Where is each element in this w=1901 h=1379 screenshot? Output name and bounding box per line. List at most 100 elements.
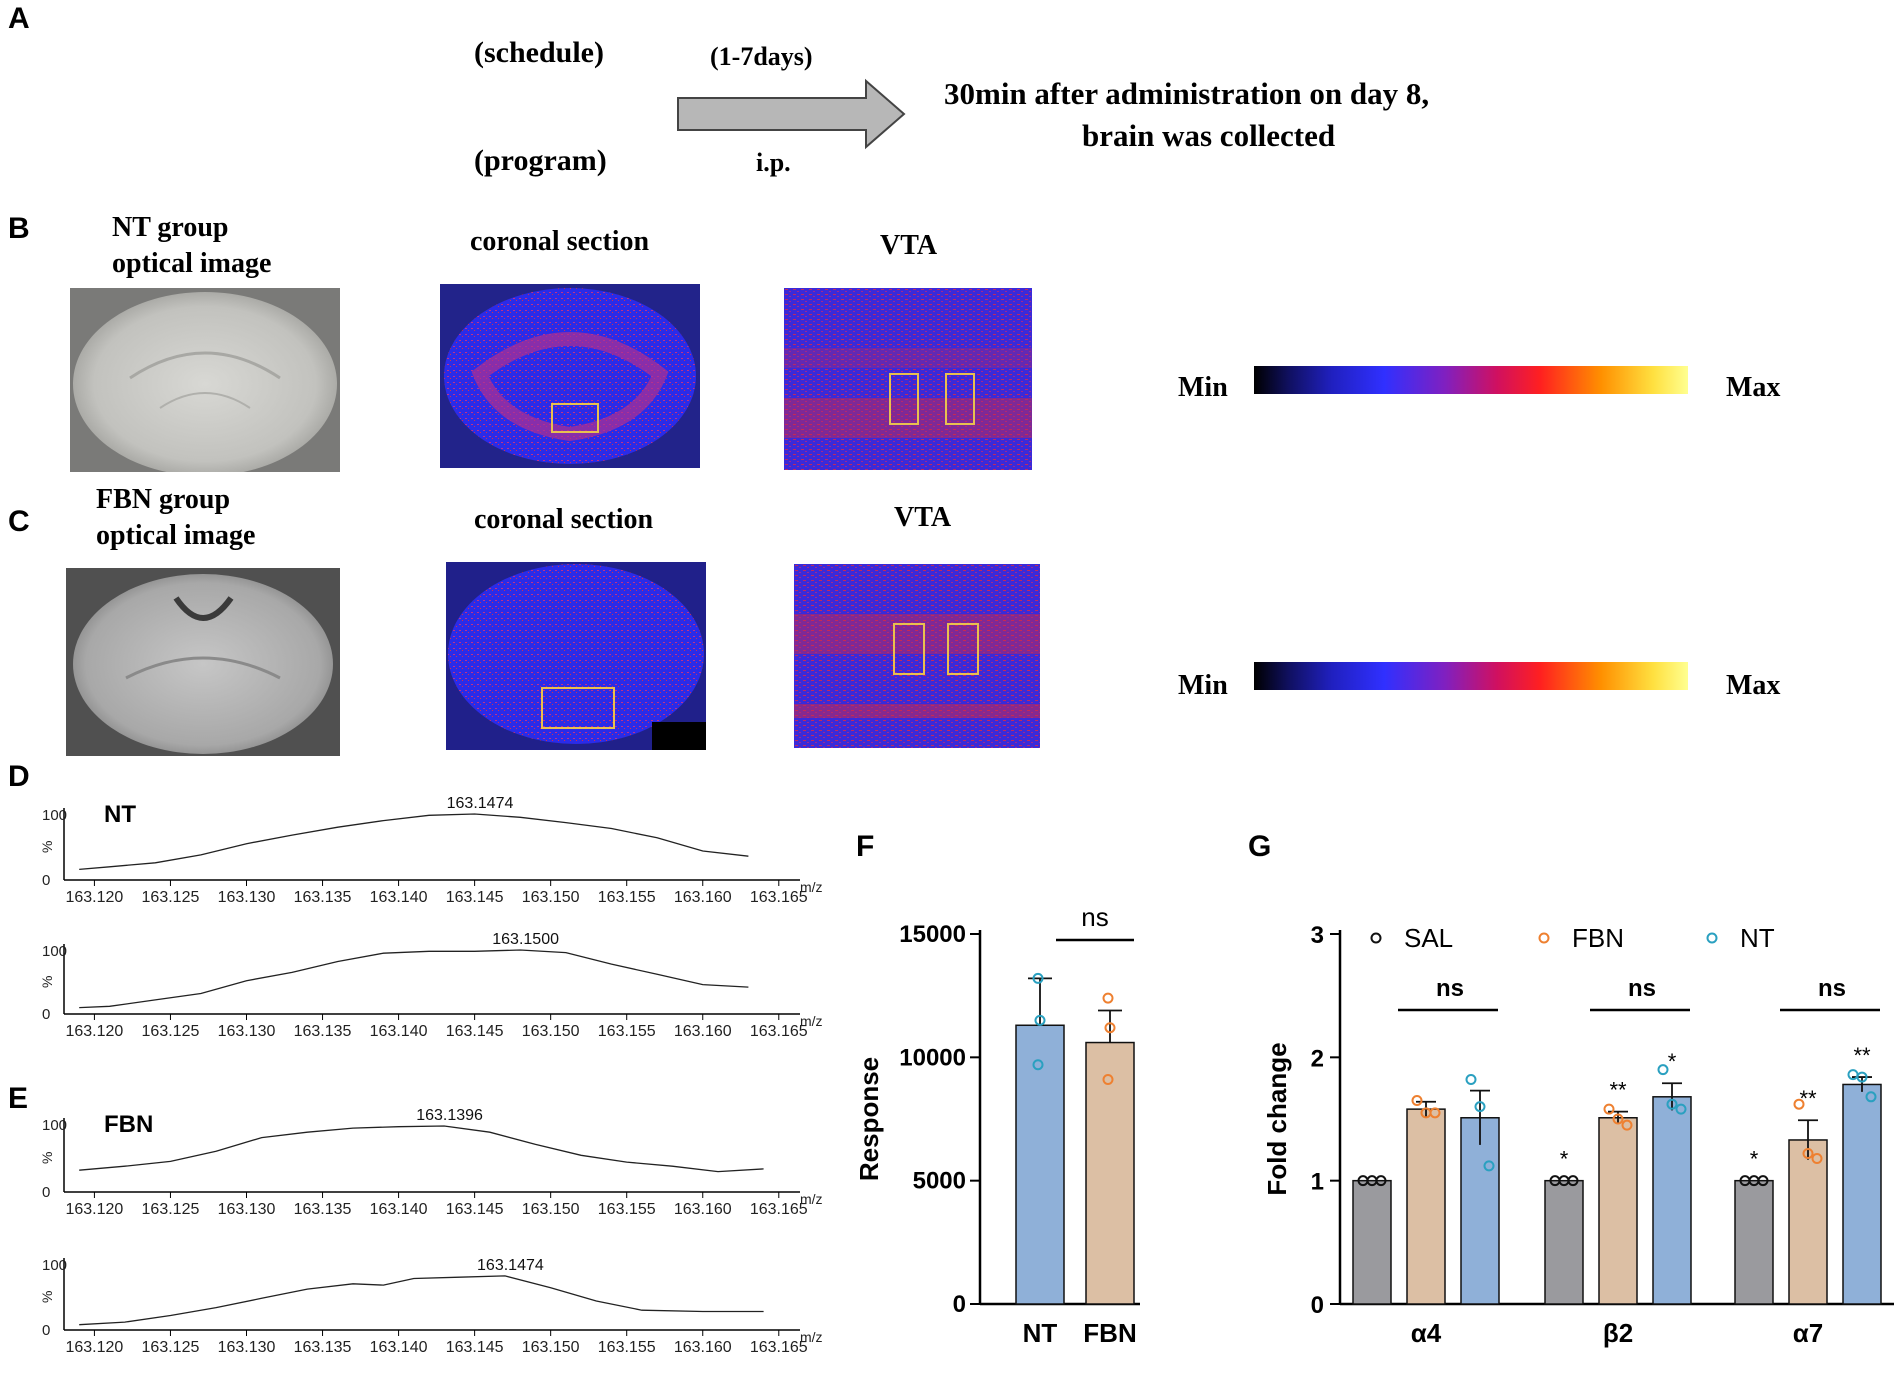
g-legend-marker — [1538, 932, 1550, 944]
duration-label: (1-7days) — [710, 42, 813, 71]
panel-letter-g: G — [1248, 830, 1272, 863]
spectrum-x-tick-label: 163.150 — [522, 1023, 580, 1040]
fbn-coronal-heatmap — [446, 562, 706, 750]
g-bar-fbn — [1406, 1108, 1446, 1305]
f-y-tick-label: 10000 — [899, 1044, 966, 1071]
spectrum-x-tick-label: 163.140 — [370, 889, 428, 906]
spectrum-x-unit-label: m/z — [800, 1329, 823, 1345]
g-category-label: β2 — [1603, 1318, 1633, 1348]
f-category-label: NT — [1023, 1318, 1058, 1348]
spectrum-x-unit-label: m/z — [800, 1013, 823, 1029]
g-bar-nt — [1460, 1117, 1500, 1305]
g-bar-sal — [1352, 1179, 1392, 1305]
spectrum-x-tick-label: 163.135 — [294, 889, 352, 906]
spectrum-x-tick-label: 163.120 — [65, 1023, 123, 1040]
spectrum-x-tick-label: 163.130 — [218, 1339, 276, 1356]
spectrum-y-axis-label: % — [39, 841, 55, 853]
nt-optical-title-2: optical image — [112, 248, 272, 279]
g-bar-fbn — [1598, 1117, 1638, 1305]
g-significance-star: * — [1560, 1147, 1569, 1172]
spectrum-x-tick-label: 163.150 — [522, 1339, 580, 1356]
spectrum-y-bottom-label: 0 — [42, 1006, 50, 1023]
spectrum-x-tick-label: 163.125 — [142, 1023, 200, 1040]
nt-vta-heatmap — [784, 288, 1032, 470]
nt-optical-image — [70, 288, 340, 472]
spectrum-x-tick-label: 163.165 — [750, 889, 808, 906]
spectrum-y-top-label: 100 — [42, 1257, 67, 1274]
g-data-point — [1793, 1098, 1805, 1110]
g-legend-marker — [1706, 932, 1718, 944]
f-data-point — [1034, 1014, 1046, 1026]
spectrum-x-tick-label: 163.125 — [142, 1201, 200, 1218]
g-bar-sal — [1544, 1179, 1584, 1305]
spectrum-e-fbn-1: 100 0% 163.120 163.125 163.130 163.135 163.140… — [39, 1107, 823, 1218]
g-data-point — [1375, 1175, 1387, 1187]
g-data-point — [1429, 1107, 1441, 1119]
spectrum-x-tick-label: 163.155 — [598, 889, 656, 906]
g-data-point — [1802, 1148, 1814, 1160]
fbn-vta-roi-left — [893, 623, 925, 675]
f-data-point — [1102, 1074, 1114, 1086]
fbn-optical-title-1: FBN group — [96, 484, 231, 515]
spectrum-group-label: NT — [104, 801, 136, 828]
g-bar-fbn — [1788, 1139, 1828, 1305]
program-label: (program) — [474, 144, 607, 177]
nt-coronal-heatmap — [440, 284, 700, 468]
chart-f-response: 0 5000 10000 15000 Response NT FBN ns — [854, 902, 1140, 1348]
g-data-point — [1675, 1103, 1687, 1115]
g-bar-nt — [1842, 1083, 1882, 1305]
nt-vta-title: VTA — [880, 230, 938, 261]
panel-letter-b: B — [8, 212, 30, 245]
g-significance-star: ** — [1799, 1086, 1817, 1111]
spectrum-x-tick-label: 163.120 — [65, 889, 123, 906]
spectrum-x-tick-label: 163.145 — [446, 1201, 504, 1218]
spectrum-x-tick-label: 163.120 — [65, 1201, 123, 1218]
spectrum-y-axis-label: % — [39, 1291, 55, 1303]
spectrum-e-fbn-2: 100 0% 163.120 163.125 163.130 163.135 163.140… — [39, 1257, 823, 1356]
nt-colorbar — [1254, 366, 1688, 394]
spectrum-x-tick-label: 163.140 — [370, 1023, 428, 1040]
g-group-significance-label: ns — [1436, 975, 1464, 1002]
f-data-point — [1102, 992, 1114, 1004]
fbn-vta-heatmap — [794, 564, 1040, 748]
timeline-arrow — [677, 78, 906, 150]
spectrum-x-tick-label: 163.135 — [294, 1023, 352, 1040]
spectrum-x-tick-label: 163.160 — [674, 1201, 732, 1218]
fbn-scale-max: Max — [1726, 670, 1781, 701]
f-data-point — [1104, 1022, 1116, 1034]
f-y-tick-label: 15000 — [899, 921, 966, 948]
g-y-tick-label: 3 — [1311, 922, 1324, 949]
fbn-vta-title: VTA — [894, 502, 952, 533]
fbn-optical-title-2: optical image — [96, 520, 256, 551]
spectrum-peak-label: 163.1474 — [477, 1257, 544, 1274]
g-category-label: α4 — [1411, 1318, 1442, 1348]
route-label: i.p. — [756, 148, 791, 177]
g-legend-label: NT — [1740, 923, 1775, 953]
fbn-coronal-title: coronal section — [474, 504, 654, 535]
g-significance-star: * — [1750, 1147, 1759, 1172]
g-legend-marker — [1370, 932, 1382, 944]
spectrum-y-axis-label: % — [39, 976, 55, 988]
g-data-point — [1474, 1101, 1486, 1113]
spectrum-x-tick-label: 163.165 — [750, 1201, 808, 1218]
g-legend-label: SAL — [1404, 923, 1453, 953]
spectrum-x-unit-label: m/z — [800, 879, 823, 895]
g-y-tick-label: 1 — [1311, 1169, 1324, 1196]
spectrum-y-top-label: 100 — [42, 807, 67, 824]
spectrum-group-label: FBN — [104, 1111, 153, 1138]
spectrum-x-tick-label: 163.145 — [446, 1339, 504, 1356]
g-legend-label: FBN — [1572, 923, 1624, 953]
panel-letter-a: A — [8, 2, 30, 35]
spectrum-x-tick-label: 163.145 — [446, 889, 504, 906]
g-y-axis-title: Fold change — [1262, 1042, 1292, 1195]
fbn-scale-min: Min — [1178, 670, 1228, 701]
fbn-vta-roi-right — [947, 623, 979, 675]
g-group-significance-label: ns — [1818, 975, 1846, 1002]
g-data-point — [1603, 1103, 1615, 1115]
f-bar-nt — [1015, 1024, 1065, 1305]
nt-scale-min: Min — [1178, 372, 1228, 403]
g-data-point — [1411, 1095, 1423, 1106]
spectrum-y-axis-label: % — [39, 1152, 55, 1164]
g-bar-sal — [1734, 1179, 1774, 1305]
g-significance-star: ** — [1853, 1043, 1871, 1068]
